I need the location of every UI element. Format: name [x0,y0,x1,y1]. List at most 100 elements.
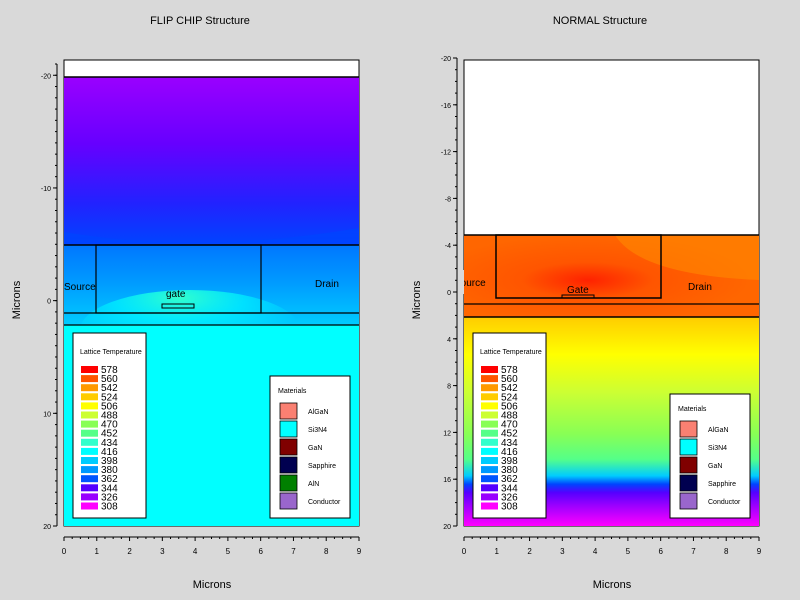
left-temp-swatch [81,402,98,410]
left-material-label: GaN [308,445,322,452]
left-temp-swatch [81,420,98,428]
right-temp-level-label: 362 [501,474,518,485]
left-temp-level-label: 434 [101,438,118,449]
left-material-label: Sapphire [308,463,336,470]
right-temp-swatch [481,429,498,437]
right-material-swatch [679,492,698,510]
left-temp-swatch [81,475,98,483]
left-temp-level-label: 308 [101,502,118,513]
left-temp-level-label: 362 [101,474,118,485]
right-cool-corner [615,235,759,280]
right-y-axis-label: Microns [411,280,423,319]
right-material-swatch [679,438,698,456]
right-x-tick-label: 3 [560,547,565,556]
right-x-tick-label: 4 [593,547,598,556]
right-y-tick-label: -20 [441,56,451,63]
right-temp-swatch [481,438,498,446]
right-temp-level-label: 524 [501,392,518,403]
right-temp-swatch [481,484,498,492]
left-material-swatch [279,474,298,492]
left-temp-level-label: 470 [101,420,118,431]
left-temp-level-label: 506 [101,401,118,412]
left-x-tick-label: 6 [258,547,263,556]
left-material-swatch [279,492,298,510]
left-edge-cover [442,270,464,294]
left-temp-level-label: 560 [101,374,118,385]
left-axis-ticks: 0 1 2 3 4 5 6 7 8 9 -20 -10 0 10 20 [41,63,362,556]
right-material-label: Conductor [708,499,741,506]
left-temp-level-label: 524 [101,392,118,403]
right-x-tick-label: 7 [691,547,696,556]
right-x-axis-label: Microns [593,579,632,591]
left-material-swatch [279,402,298,420]
right-x-tick-label: 6 [658,547,663,556]
right-temp-level-label: 380 [501,465,518,476]
right-temp-legend-title: Lattice Temperature [480,349,542,356]
left-material-label: Conductor [308,499,341,506]
left-x-tick-label: 3 [160,547,165,556]
right-temp-level-label: 326 [501,492,518,503]
right-temp-swatch [481,393,498,401]
left-heat-bulge [64,228,359,245]
left-temp-swatch [81,502,98,510]
left-temp-level-label: 542 [101,383,118,394]
left-y-tick-label: -20 [41,73,51,80]
left-temp-swatch [81,457,98,464]
right-chart-title: NORMAL Structure [553,15,647,27]
left-gate-label: gate [166,289,186,300]
left-drain-label: Drain [315,279,339,290]
right-x-tick-label: 9 [757,547,762,556]
right-material-swatch [679,420,698,438]
left-y-tick-label: 20 [43,524,51,531]
left-temp-swatch [81,493,98,501]
right-temp-level-label: 398 [501,456,518,467]
left-temp-level-label: 488 [101,411,118,422]
right-temp-level-label: 308 [501,502,518,513]
left-material-swatch [279,456,298,474]
right-temperature-legend: Lattice Temperature 57856054252450648847… [472,332,547,519]
right-gate-contact [561,294,595,299]
left-x-tick-label: 2 [127,547,132,556]
left-temp-swatch [81,429,98,437]
left-temp-swatch [81,411,98,419]
right-temp-level-label: 344 [501,483,518,494]
left-temp-level-label: 344 [101,483,118,494]
right-y-tick-label: 8 [447,384,451,391]
right-y-tick-label: 0 [447,290,451,297]
left-temp-legend-title: Lattice Temperature [80,349,142,356]
left-material-label: Si3N4 [308,427,327,434]
right-drain-label: Drain [688,282,712,293]
left-x-tick-label: 8 [324,547,329,556]
left-y-axis-label: Microns [11,280,23,319]
left-material-label: AlN [308,481,319,488]
right-temp-swatch [481,493,498,501]
right-materials-legend: Materials AlGaN Si3N4 GaN Sapphire Conductor [669,393,751,519]
right-gate-label: Gate [567,285,589,296]
right-y-tick-label: 16 [443,477,451,484]
right-material-label: Sapphire [708,481,736,488]
left-x-tick-label: 9 [357,547,362,556]
left-y-tick-label: 0 [47,299,51,306]
left-material-swatch [279,438,298,456]
right-temp-level-label: 542 [501,383,518,394]
right-temp-swatch [481,475,498,483]
left-temp-swatch [81,447,98,455]
left-temp-swatch [81,375,98,383]
right-material-label: AlGaN [708,427,729,434]
right-material-swatch [679,456,698,474]
right-y-tick-label: 12 [443,430,451,437]
right-material-label: Si3N4 [708,445,727,452]
right-x-tick-label: 1 [495,547,500,556]
right-x-tick-label: 8 [724,547,729,556]
right-y-tick-label: 4 [447,337,451,344]
left-upper-region [64,77,359,245]
right-y-tick-label: -12 [441,150,451,157]
right-temp-level-label: 470 [501,420,518,431]
right-x-tick-label: 2 [527,547,532,556]
right-temp-level-label: 452 [501,429,518,440]
right-temp-swatch [481,366,498,373]
left-temp-swatch [81,484,98,492]
